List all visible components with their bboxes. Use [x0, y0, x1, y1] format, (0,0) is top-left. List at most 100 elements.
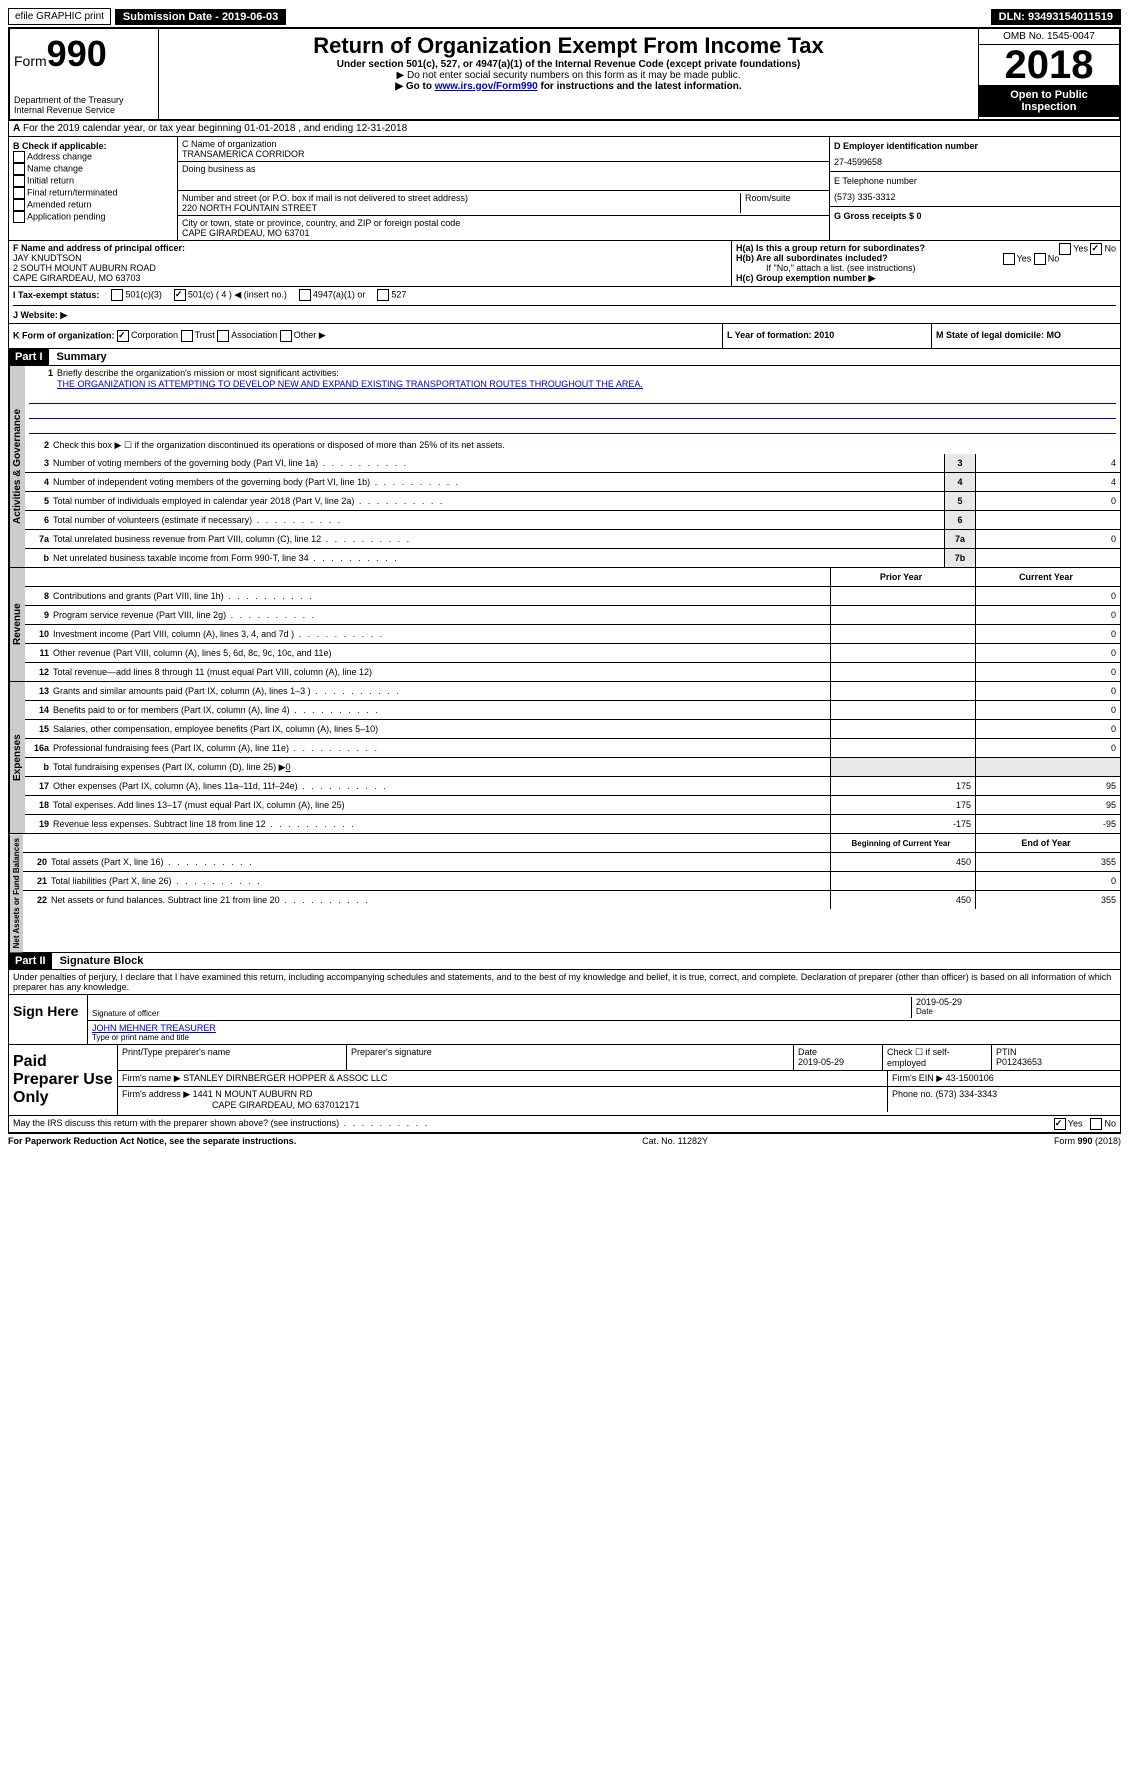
top-bar: efile GRAPHIC print Submission Date - 20… [8, 8, 1121, 25]
check-final[interactable]: Final return/terminated [13, 187, 173, 199]
form-number: Form990 [14, 33, 154, 75]
street-label: Number and street (or P.O. box if mail i… [182, 193, 740, 203]
ein-label: D Employer identification number [834, 141, 1116, 151]
tax-year: 2018 [979, 45, 1119, 85]
firm-addr1: 1441 N MOUNT AUBURN RD [193, 1089, 313, 1099]
discuss-yes[interactable]: Yes [1054, 1118, 1083, 1130]
city-label: City or town, state or province, country… [182, 218, 825, 228]
footer-form: Form 990 (2018) [1054, 1136, 1121, 1146]
page-footer: For Paperwork Reduction Act Notice, see … [8, 1133, 1121, 1148]
governance-section: Activities & Governance 1Briefly describ… [8, 366, 1121, 568]
phone-label: E Telephone number [834, 176, 1116, 186]
ein-value: 27-4599658 [834, 157, 1116, 167]
firm-addr2: CAPE GIRARDEAU, MO 637012171 [122, 1100, 360, 1110]
opt-501c[interactable]: 501(c) ( 4 ) ◀ (insert no.) [174, 289, 287, 301]
prep-date: 2019-05-29 [798, 1057, 844, 1067]
phone-value: (573) 335-3312 [834, 192, 1116, 202]
tax-status-label: I Tax-exempt status: [13, 290, 99, 300]
opt-other[interactable]: Other ▶ [280, 330, 326, 340]
part1-label: Part I [9, 349, 49, 365]
form-header: Form990 Department of the Treasury Inter… [8, 27, 1121, 121]
subtitle-1: Under section 501(c), 527, or 4947(a)(1)… [163, 59, 974, 70]
subtitle-2: ▶ Do not enter social security numbers o… [163, 70, 974, 81]
val-7a: 0 [975, 530, 1120, 548]
opt-assoc[interactable]: Association [217, 330, 277, 340]
row-klm: K Form of organization: Corporation Trus… [8, 324, 1121, 349]
officer-addr2: CAPE GIRARDEAU, MO 63703 [13, 273, 727, 283]
val-4: 4 [975, 473, 1120, 491]
signature-block: Under penalties of perjury, I declare th… [8, 970, 1121, 1133]
form-org-label: K Form of organization: [13, 330, 115, 340]
self-employed[interactable]: Check ☐ if self-employed [883, 1045, 992, 1070]
check-amended[interactable]: Amended return [13, 199, 173, 211]
website-label: J Website: ▶ [13, 310, 67, 320]
open-public-label: Open to Public Inspection [979, 85, 1119, 117]
prep-sig-h: Preparer's signature [347, 1045, 794, 1070]
paid-preparer-label: Paid Preparer Use Only [9, 1045, 118, 1115]
governance-label: Activities & Governance [9, 366, 25, 567]
sig-date: 2019-05-29 [916, 997, 1116, 1007]
street-value: 220 NORTH FOUNTAIN STREET [182, 203, 740, 213]
expenses-label: Expenses [9, 682, 25, 833]
check-pending[interactable]: Application pending [13, 211, 173, 223]
org-name: TRANSAMERICA CORRIDOR [182, 149, 825, 159]
check-address[interactable]: Address change [13, 151, 173, 163]
opt-corp[interactable]: Corporation [117, 330, 178, 340]
discuss-label: May the IRS discuss this return with the… [13, 1118, 429, 1130]
dept-treasury: Department of the Treasury [14, 95, 154, 105]
col-b-title: B Check if applicable: [13, 141, 173, 151]
ha-row: H(a) Is this a group return for subordin… [736, 243, 1116, 253]
officer-label: F Name and address of principal officer: [13, 243, 727, 253]
discuss-no[interactable]: No [1090, 1118, 1116, 1130]
efile-label: efile GRAPHIC print [8, 8, 111, 25]
val-7b [975, 549, 1120, 567]
opt-4947[interactable]: 4947(a)(1) or [299, 289, 366, 301]
officer-addr1: 2 SOUTH MOUNT AUBURN ROAD [13, 263, 727, 273]
check-initial[interactable]: Initial return [13, 175, 173, 187]
revenue-label: Revenue [9, 568, 25, 681]
opt-501c3[interactable]: 501(c)(3) [111, 289, 162, 301]
firm-ein: 43-1500106 [946, 1073, 994, 1083]
org-name-label: C Name of organization [182, 139, 825, 149]
prep-name-h: Print/Type preparer's name [118, 1045, 347, 1070]
firm-phone: (573) 334-3343 [936, 1089, 998, 1099]
submission-date: Submission Date - 2019-06-03 [115, 9, 286, 25]
sig-date-label: Date [916, 1007, 1116, 1016]
part2-header: Part II Signature Block [8, 953, 1121, 970]
form990-link[interactable]: www.irs.gov/Form990 [435, 81, 538, 92]
dba-label: Doing business as [182, 164, 825, 174]
ptin: P01243653 [996, 1057, 1042, 1067]
check-name[interactable]: Name change [13, 163, 173, 175]
subtitle-3: ▶ Go to www.irs.gov/Form990 for instruct… [163, 81, 974, 92]
row-fh: F Name and address of principal officer:… [8, 241, 1121, 287]
dln: DLN: 93493154011519 [991, 9, 1121, 25]
mission-text: THE ORGANIZATION IS ATTEMPTING TO DEVELO… [29, 379, 1116, 389]
name-title-label: Type or print name and title [92, 1033, 1116, 1042]
part2-title: Signature Block [52, 955, 144, 967]
state-domicile: M State of legal domicile: MO [936, 330, 1061, 340]
city-value: CAPE GIRARDEAU, MO 63701 [182, 228, 825, 238]
revenue-section: Revenue Prior YearCurrent Year 8Contribu… [8, 568, 1121, 682]
sign-here-label: Sign Here [9, 995, 88, 1044]
footer-left: For Paperwork Reduction Act Notice, see … [8, 1136, 296, 1146]
hb-row: H(b) Are all subordinates included? Yes … [736, 253, 1116, 263]
part2-label: Part II [9, 953, 52, 969]
year-formation: L Year of formation: 2010 [727, 330, 834, 340]
footer-cat: Cat. No. 11282Y [642, 1136, 708, 1146]
gross-receipts: G Gross receipts $ 0 [834, 211, 1116, 221]
entity-info-grid: B Check if applicable: Address change Na… [8, 137, 1121, 241]
expenses-section: Expenses 13Grants and similar amounts pa… [8, 682, 1121, 834]
room-label: Room/suite [740, 193, 825, 213]
section-a: A For the 2019 calendar year, or tax yea… [8, 121, 1121, 137]
hc-row: H(c) Group exemption number ▶ [736, 273, 1116, 284]
row-ij: I Tax-exempt status: 501(c)(3) 501(c) ( … [8, 287, 1121, 324]
irs-label: Internal Revenue Service [14, 105, 154, 115]
val-3: 4 [975, 454, 1120, 472]
val-5: 0 [975, 492, 1120, 510]
sig-intro: Under penalties of perjury, I declare th… [9, 970, 1120, 994]
part1-title: Summary [49, 351, 107, 363]
netassets-label: Net Assets or Fund Balances [9, 834, 23, 952]
opt-527[interactable]: 527 [377, 289, 406, 301]
val-6 [975, 511, 1120, 529]
opt-trust[interactable]: Trust [181, 330, 215, 340]
